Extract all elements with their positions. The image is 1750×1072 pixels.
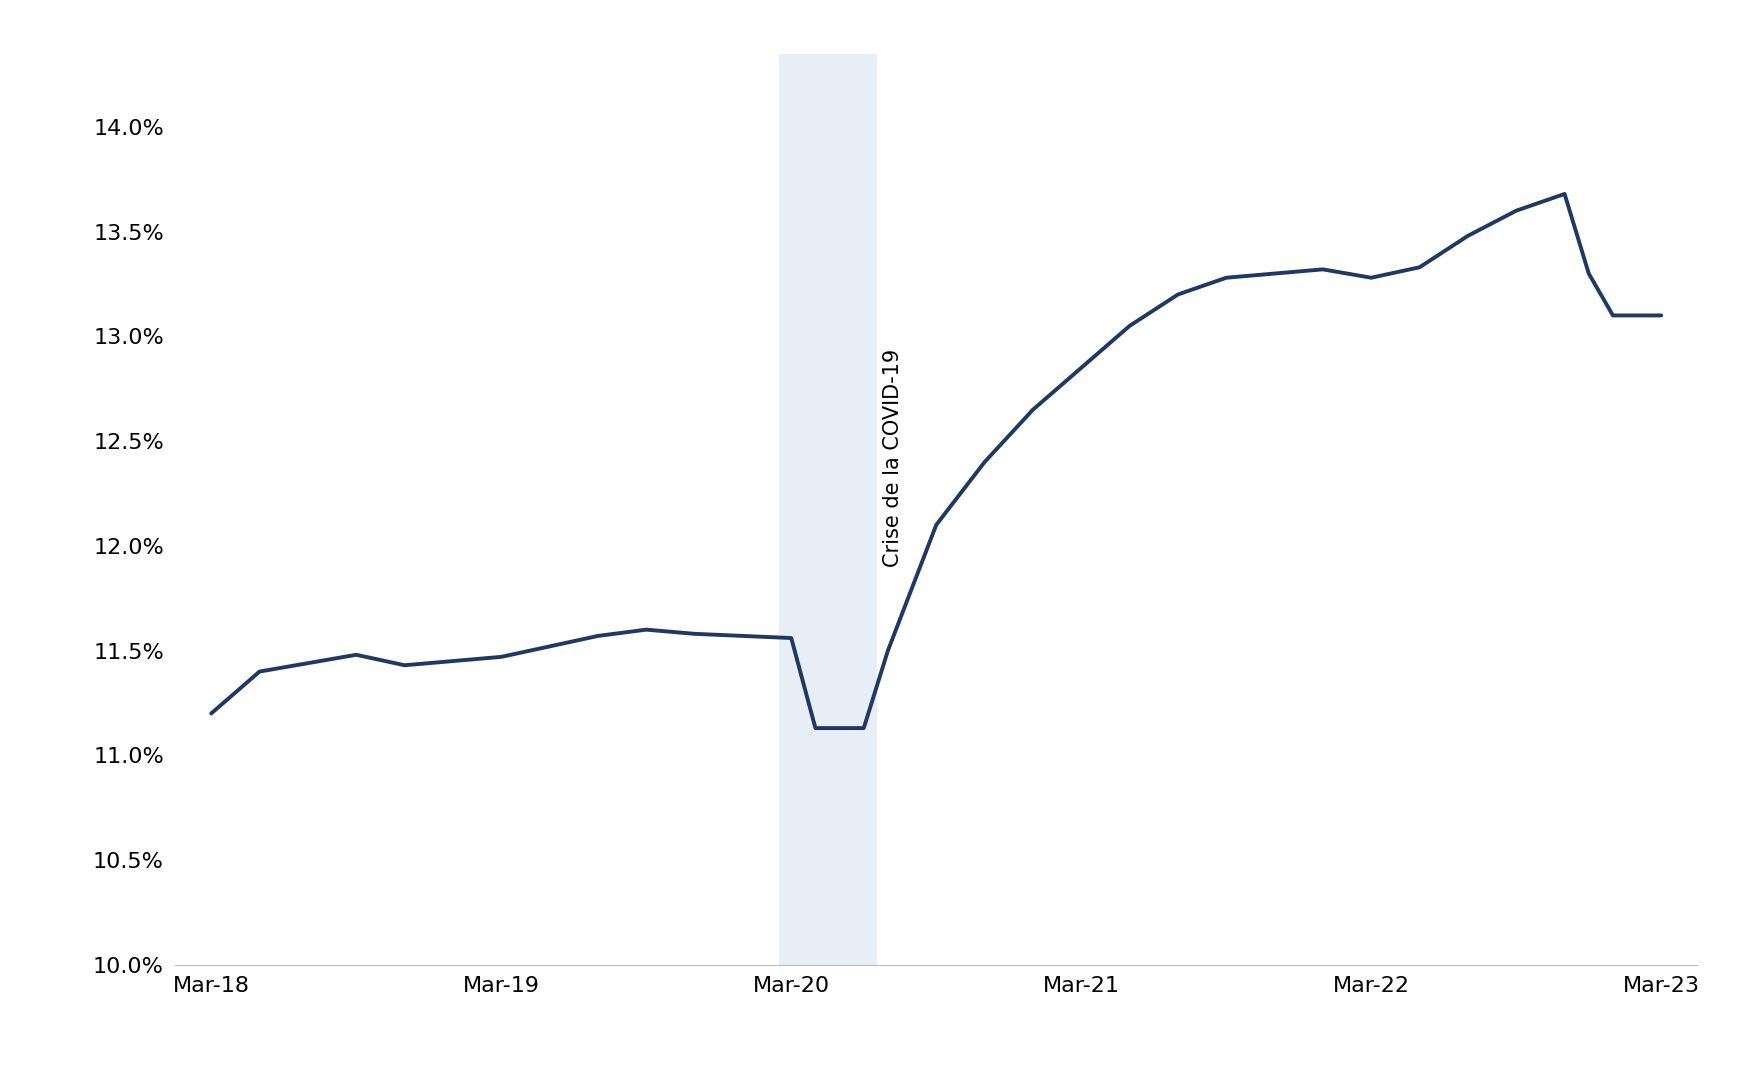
- Bar: [779, 54, 875, 965]
- Text: Crise de la COVID-19: Crise de la COVID-19: [882, 348, 903, 567]
